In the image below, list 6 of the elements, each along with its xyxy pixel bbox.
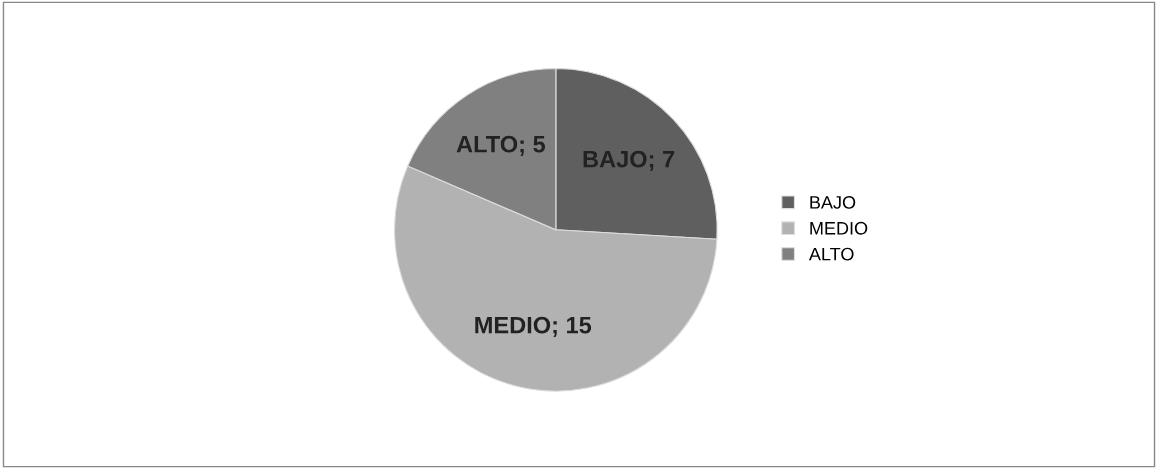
- legend-label: MEDIO: [810, 221, 868, 235]
- data-label: MEDIO; 15: [475, 316, 592, 337]
- legend-label: ALTO: [808, 247, 854, 261]
- data-label: BAJO; 7: [583, 150, 675, 171]
- legend-label: BAJO: [810, 196, 856, 209]
- data-label: ALTO; 5: [456, 135, 546, 156]
